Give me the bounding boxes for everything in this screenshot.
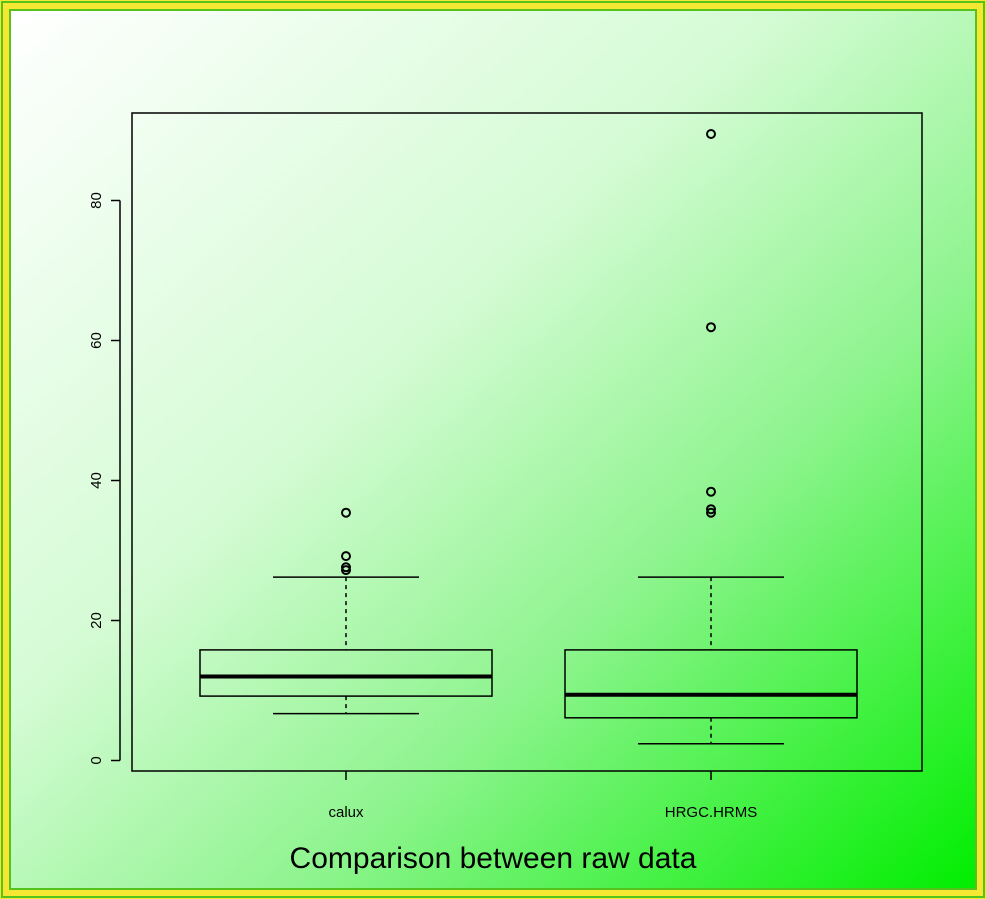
x-axis: calux HRGC.HRMS [328,771,757,821]
iqr-box [564,649,858,719]
y-tick-label: 40 [88,472,105,489]
y-axis: 0 20 40 60 80 [88,192,121,765]
iqr-box [199,649,493,697]
x-category-label: calux [328,804,364,821]
plot-area-box [131,112,923,772]
x-category-label: HRGC.HRMS [665,804,758,821]
outlier-point [706,486,716,497]
outlier-point [341,551,351,562]
y-tick-label: 60 [88,332,105,349]
outlier-point [706,504,716,515]
outlier-point [341,562,351,573]
chart-panel-background [9,9,977,890]
box-hrgc-hrms [564,129,858,745]
outlier-point [706,129,716,139]
outlier-point [706,322,716,333]
outlier-point [341,507,351,518]
boxes-group [199,129,858,745]
y-tick-label: 0 [88,756,105,764]
box-calux [199,507,493,715]
y-tick-label: 80 [88,192,105,209]
y-tick-label: 20 [88,612,105,629]
outlier-point [706,507,716,518]
chart-title: Comparison between raw data [290,842,697,875]
